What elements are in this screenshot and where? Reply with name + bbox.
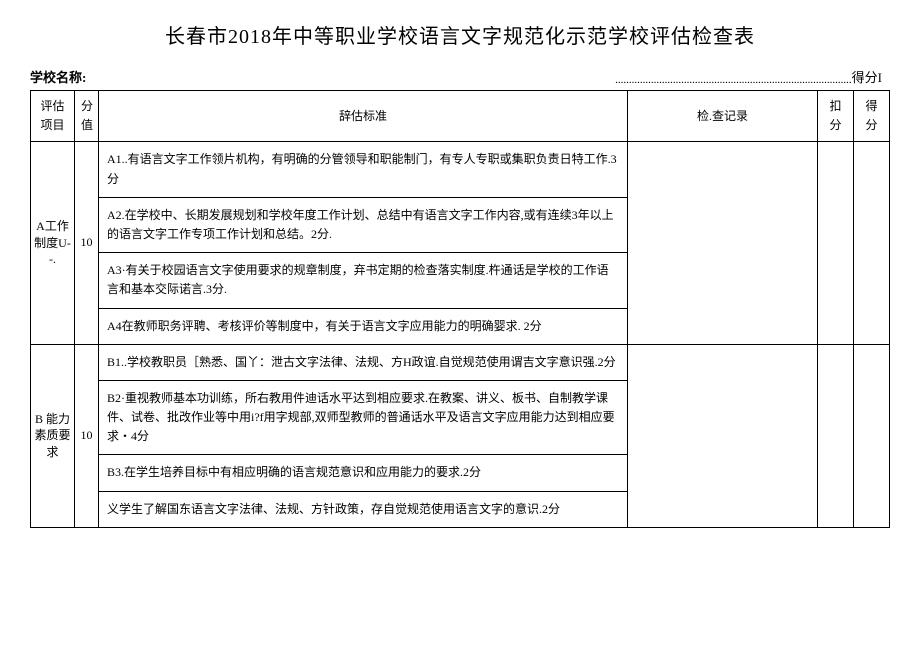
school-name-label: 学校名称: [30,67,86,86]
score-cell [854,344,890,527]
standard-cell: B1..学校教职员［熟悉、国丫：泄古文字法律、法规、方H政谊.自觉规范使用谓吉文… [99,344,628,380]
standard-cell: 义学生了解国东语言文字法律、法规、方针政策，存自觉规范使用语言文字的意识.2分 [99,491,628,527]
table-header-row: 评估项目 分值 辞估标准 检.查记录 扣分 得分 [31,91,890,142]
evaluation-table: 评估项目 分值 辞估标准 检.查记录 扣分 得分 A工作制度U--. 10 A1… [30,90,890,528]
section-a-project: A工作制度U--. [31,142,75,344]
header-record: 检.查记录 [628,91,818,142]
page-title: 长春市2018年中等职业学校语言文字规范化示范学校评估检查表 [30,20,890,49]
table-row: A工作制度U--. 10 A1..有语言文字工作领片机构，有明确的分管领导和职能… [31,142,890,197]
section-a-value: 10 [75,142,99,344]
standard-cell: A4在教师职务评聘、考核评价等制度中，有关于语言文字应用能力的明确婴求. 2分 [99,308,628,344]
header-standard: 辞估标准 [99,91,628,142]
header-project: 评估项目 [31,91,75,142]
header-value: 分值 [75,91,99,142]
deduct-cell [818,142,854,344]
score-total-label: 得分I [852,70,882,85]
meta-row: 学校名称: ..................................… [30,67,890,86]
header-score: 得分 [854,91,890,142]
deduct-cell [818,344,854,527]
standard-cell: B3.在学生培养目标中有相应明确的语言规范意识和应用能力的要求.2分 [99,455,628,491]
standard-cell: A3·有关于校园语言文字使用要求的规章制度，弃书定期的检查落实制度.杵通话是学校… [99,253,628,308]
standard-cell: A1..有语言文字工作领片机构，有明确的分管领导和职能制门，有专人专职或集职负责… [99,142,628,197]
standard-cell: B2·重视教师基本功训练，所右教用件迪话水平达到相应要求.在教案、讲义、板书、自… [99,380,628,455]
header-deduct: 扣分 [818,91,854,142]
dotted-line: ........................................… [615,74,852,86]
section-b-value: 10 [75,344,99,527]
record-cell [628,344,818,527]
table-row: B 能力素质要求 10 B1..学校教职员［熟悉、国丫：泄古文字法律、法规、方H… [31,344,890,380]
section-b-project: B 能力素质要求 [31,344,75,527]
standard-cell: A2.在学校中、长期发展规划和学校年度工作计划、总结中有语言文字工作内容,或有连… [99,197,628,252]
score-cell [854,142,890,344]
record-cell [628,142,818,344]
meta-fill: ........................................… [86,67,890,86]
